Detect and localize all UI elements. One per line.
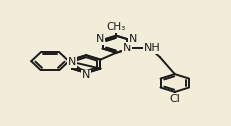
Text: N: N [96, 35, 104, 44]
Text: N: N [129, 35, 137, 44]
Text: CH₃: CH₃ [107, 22, 126, 32]
Text: N: N [82, 70, 90, 81]
Text: Cl: Cl [169, 94, 180, 104]
Text: N: N [68, 57, 76, 67]
Text: N: N [129, 34, 137, 44]
Text: N: N [123, 43, 131, 53]
Text: NH: NH [144, 43, 161, 54]
